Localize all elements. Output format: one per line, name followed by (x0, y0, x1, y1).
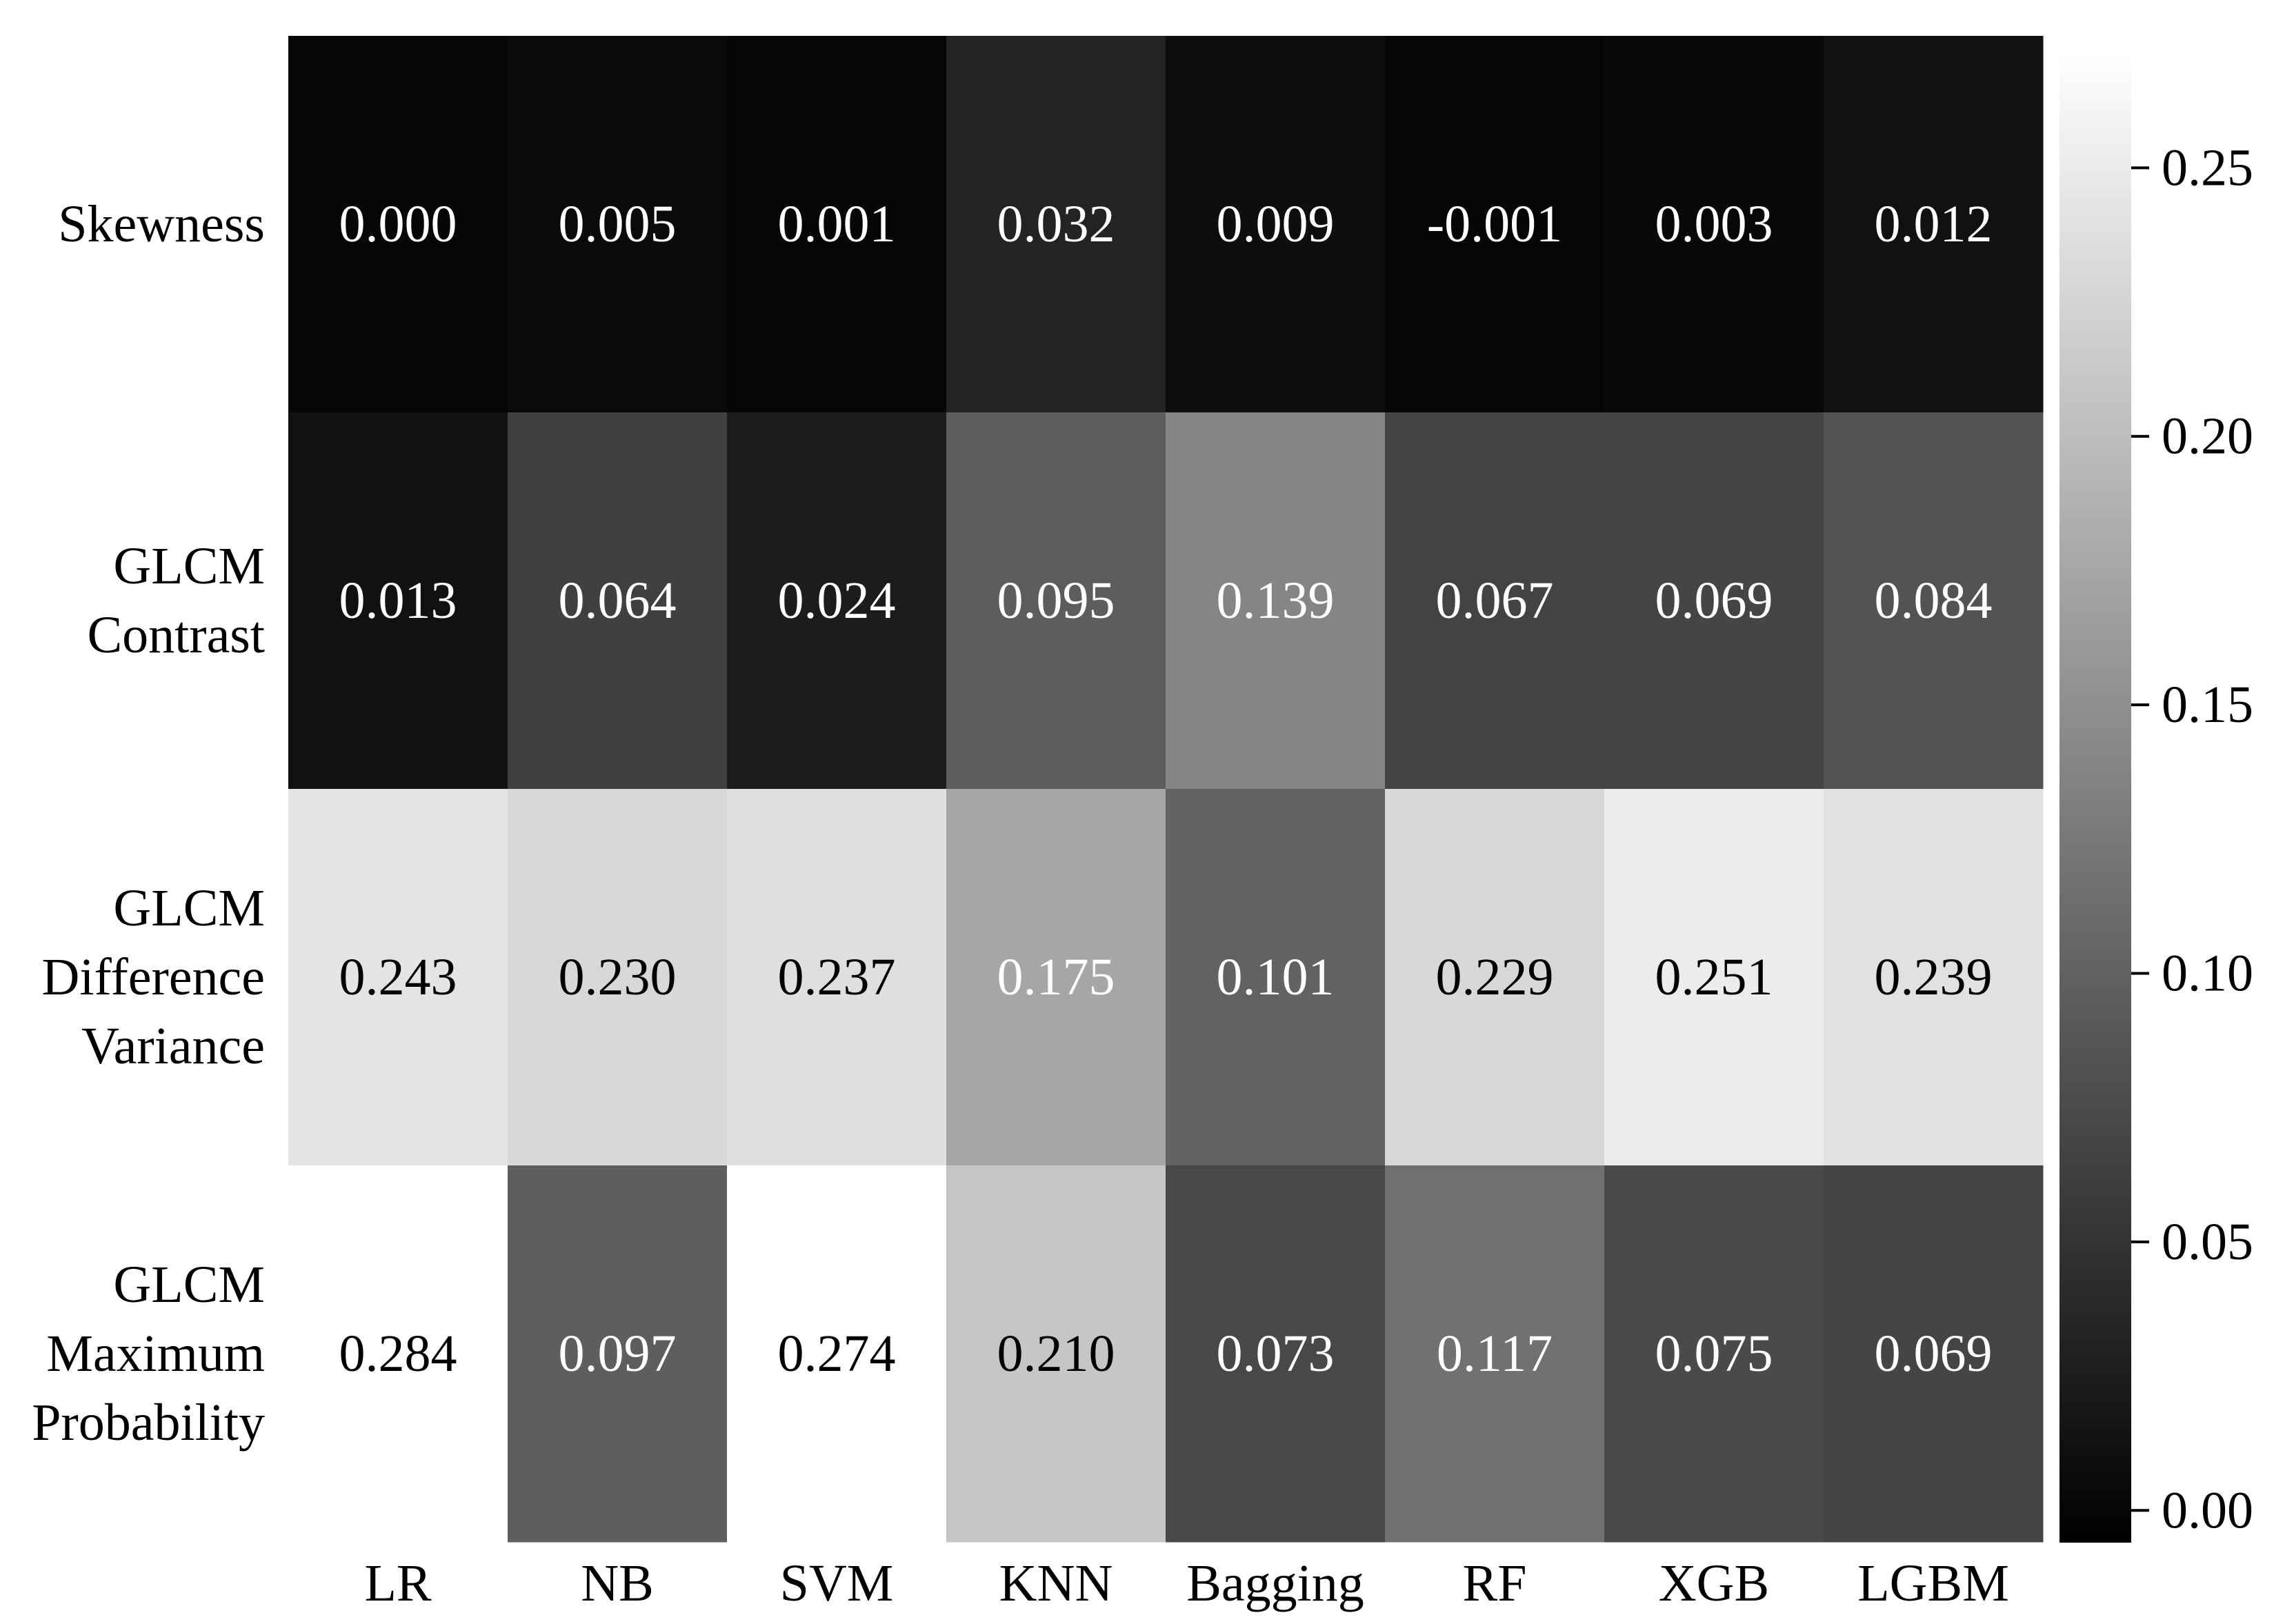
cell-label-r2-c1: 0.230 (559, 948, 677, 1006)
colorbar-tick-label-2: 0.10 (2162, 944, 2253, 1002)
cell-label-r1-c1: 0.064 (559, 572, 677, 630)
cell-label-r0-c6: 0.003 (1655, 195, 1773, 253)
heatmap-cell-r0-c5 (1385, 36, 1605, 413)
x-tick-label-xgb: XGB (1659, 1554, 1769, 1612)
y-tick-label-r3-line1: Maximum (46, 1325, 265, 1383)
heatmap-cell-r0-c2 (727, 36, 947, 413)
cell-label-r1-c6: 0.069 (1655, 572, 1773, 630)
y-tick-label-r3-line2: Probability (32, 1394, 265, 1452)
y-axis-labels: Skewness GLCM Contrast GLCM Difference Varian… (32, 195, 265, 1452)
cell-label-r3-c3: 0.210 (997, 1325, 1115, 1383)
cell-label-r1-c5: 0.067 (1436, 572, 1554, 630)
heatmap-cell-r1-c3 (946, 412, 1166, 790)
y-tick-label-r2-line1: Difference (42, 948, 265, 1006)
cell-label-r2-c3: 0.175 (997, 948, 1115, 1006)
y-tick-label-r1-line0: GLCM (113, 537, 265, 595)
heatmap-cell-r3-c1 (508, 1165, 728, 1543)
colorbar (2059, 50, 2131, 1543)
cell-label-r3-c2: 0.274 (778, 1325, 896, 1383)
cell-label-r3-c7: 0.069 (1875, 1325, 1993, 1383)
colorbar-ticks: 0.00 0.05 0.10 0.15 0.20 0.25 (2131, 139, 2253, 1539)
heatmap-cell-r0-c0 (288, 36, 508, 413)
heatmap-cell-r2-c7 (1824, 789, 2044, 1166)
heatmap-cell-r0-c7 (1824, 36, 2044, 413)
colorbar-tick-label-4: 0.20 (2162, 408, 2253, 465)
x-axis-labels: LR NB SVM KNN Bagging RF XGB LGBM (364, 1554, 2008, 1612)
heatmap-cell-r1-c4 (1166, 412, 1386, 790)
colorbar-tick-label-1: 0.05 (2162, 1213, 2253, 1271)
heatmap-cell-r2-c0 (288, 789, 508, 1166)
cell-label-r2-c0: 0.243 (339, 948, 457, 1006)
cell-label-r0-c4: 0.009 (1217, 195, 1335, 253)
x-tick-label-nb: NB (581, 1554, 654, 1612)
heatmap-cell-r0-c6 (1604, 36, 1824, 413)
heatmap-cell-r1-c2 (727, 412, 947, 790)
cell-label-r2-c7: 0.239 (1875, 948, 1993, 1006)
cell-label-r0-c3: 0.032 (997, 195, 1115, 253)
x-tick-label-rf: RF (1463, 1554, 1527, 1612)
cell-label-r3-c1: 0.097 (559, 1325, 677, 1383)
heatmap-cell-r1-c1 (508, 412, 728, 790)
cell-label-r1-c0: 0.013 (339, 572, 457, 630)
heatmap-cell-r2-c4 (1166, 789, 1386, 1166)
heatmap-cell-r3-c6 (1604, 1165, 1824, 1543)
colorbar-tick-label-0: 0.00 (2162, 1481, 2253, 1539)
cell-label-r3-c5: 0.117 (1437, 1325, 1553, 1383)
cell-label-r0-c5: -0.001 (1427, 195, 1562, 253)
y-tick-label-r2-line0: GLCM (113, 879, 265, 937)
heatmap-cell-r1-c0 (288, 412, 508, 790)
heatmap-cell-r3-c4 (1166, 1165, 1386, 1543)
heatmap-cell-r2-c5 (1385, 789, 1605, 1166)
heatmap-cell-r3-c2 (727, 1165, 947, 1543)
heatmap-cell-r2-c1 (508, 789, 728, 1166)
heatmap-cells (288, 36, 2044, 1543)
heatmap-cell-r1-c7 (1824, 412, 2044, 790)
cell-label-r2-c5: 0.229 (1436, 948, 1554, 1006)
cell-label-r2-c4: 0.101 (1217, 948, 1335, 1006)
heatmap-cell-r1-c6 (1604, 412, 1824, 790)
x-tick-label-lgbm: LGBM (1857, 1554, 2009, 1612)
colorbar-tick-label-3: 0.15 (2162, 676, 2253, 734)
y-tick-label-r1-line1: Contrast (87, 606, 265, 664)
cell-label-r0-c1: 0.005 (559, 195, 677, 253)
cell-label-r1-c7: 0.084 (1875, 572, 1993, 630)
y-tick-label-r0-line0: Skewness (58, 195, 265, 253)
heatmap-cell-r3-c7 (1824, 1165, 2044, 1543)
cell-label-r3-c4: 0.073 (1217, 1325, 1335, 1383)
heatmap-cell-r0-c1 (508, 36, 728, 413)
heatmap-cell-r3-c0 (288, 1165, 508, 1543)
heatmap-cell-r0-c4 (1166, 36, 1386, 413)
heatmap-cell-r3-c5 (1385, 1165, 1605, 1543)
heatmap-cell-r3-c3 (946, 1165, 1166, 1543)
heatmap-cell-r0-c3 (946, 36, 1166, 413)
cell-label-r2-c6: 0.251 (1655, 948, 1773, 1006)
cell-label-r0-c2: 0.001 (778, 195, 896, 253)
colorbar-tick-label-5: 0.25 (2162, 139, 2253, 197)
y-tick-label-r3-line0: GLCM (113, 1256, 265, 1314)
x-tick-label-knn: KNN (999, 1554, 1113, 1612)
y-tick-label-r2-line2: Variance (81, 1017, 265, 1075)
colorbar-gradient (2059, 50, 2131, 1543)
heatmap-cell-r2-c2 (727, 789, 947, 1166)
cell-label-r0-c7: 0.012 (1875, 195, 1993, 253)
x-tick-label-lr: LR (364, 1554, 431, 1612)
cell-label-r1-c4: 0.139 (1217, 572, 1335, 630)
heatmap-cell-r2-c3 (946, 789, 1166, 1166)
x-tick-label-svm: SVM (780, 1554, 894, 1612)
heatmap-cell-labels: 0.000 0.005 0.001 0.032 0.009 -0.001 0.003 0.01… (339, 195, 1993, 1383)
cell-label-r0-c0: 0.000 (339, 195, 457, 253)
cell-label-r1-c3: 0.095 (997, 572, 1115, 630)
cell-label-r2-c2: 0.237 (778, 948, 896, 1006)
x-tick-label-bagging: Bagging (1186, 1554, 1364, 1612)
cell-label-r3-c6: 0.075 (1655, 1325, 1773, 1383)
heatmap-cell-r1-c5 (1385, 412, 1605, 790)
heatmap-cell-r2-c6 (1604, 789, 1824, 1166)
cell-label-r3-c0: 0.284 (339, 1325, 457, 1383)
cell-label-r1-c2: 0.024 (778, 572, 896, 630)
